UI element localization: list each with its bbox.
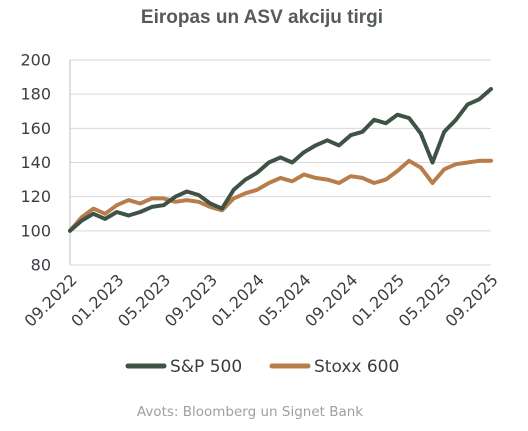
y-axis: 80 100 120 140 160 180 200 xyxy=(20,51,51,275)
y-tick-label: 200 xyxy=(20,51,51,70)
y-tick-label: 120 xyxy=(20,187,51,206)
y-tick-label: 180 xyxy=(20,85,51,104)
y-tick-label: 160 xyxy=(20,119,51,138)
series-lines xyxy=(68,87,493,233)
y-tick-label: 140 xyxy=(20,153,51,172)
legend-label: S&P 500 xyxy=(170,357,242,377)
grid-lines xyxy=(69,59,491,266)
y-tick-label: 100 xyxy=(20,221,51,240)
source-note: Avots: Bloomberg un Signet Bank xyxy=(137,404,363,420)
series-line-s-p-500 xyxy=(68,87,493,233)
y-tick-label: 80 xyxy=(31,256,51,275)
chart-title: Eiropas un ASV akciju tirgi xyxy=(141,7,383,28)
series-line-stoxx-600 xyxy=(68,158,493,233)
x-axis: 09.202201.202305.202309.202301.202405.20… xyxy=(21,270,502,330)
legend-label: Stoxx 600 xyxy=(314,357,399,377)
legend: S&P 500 Stoxx 600 xyxy=(125,357,399,377)
